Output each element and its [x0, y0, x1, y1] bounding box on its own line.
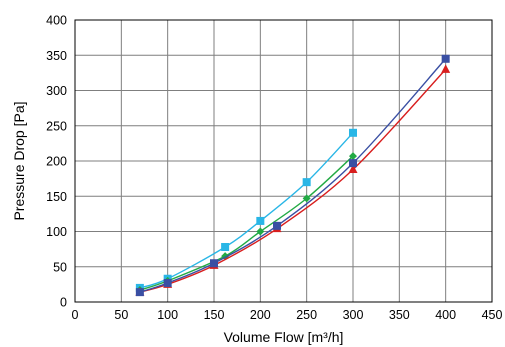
- data-point: [273, 221, 282, 230]
- series-line: [139, 155, 354, 291]
- x-tick-label: 100: [157, 308, 178, 322]
- x-tick-label: 450: [482, 308, 503, 322]
- y-tick-label: 200: [46, 155, 67, 169]
- y-tick-label: 150: [46, 190, 67, 204]
- data-point: [349, 152, 357, 161]
- y-tick-label: 400: [46, 14, 67, 28]
- x-tick-label: 0: [72, 308, 79, 322]
- data-point: [210, 259, 218, 268]
- x-tick-label: 300: [343, 308, 364, 322]
- y-axis-title: Pressure Drop [Pa]: [11, 101, 27, 220]
- y-tick-label: 50: [53, 260, 67, 274]
- data-point: [302, 178, 311, 187]
- series-2: [135, 152, 357, 295]
- y-tick-label: 300: [46, 84, 67, 98]
- x-tick-label: 350: [389, 308, 410, 322]
- y-tick-label: 100: [46, 225, 67, 239]
- grid: [74, 19, 493, 303]
- data-point: [441, 64, 451, 73]
- series-line: [139, 132, 354, 289]
- x-tick-label: 150: [204, 308, 225, 322]
- x-tick-label: 400: [435, 308, 456, 322]
- data-point: [349, 128, 357, 137]
- x-tick-label: 200: [250, 308, 271, 322]
- data-point: [302, 194, 311, 203]
- x-tick-labels: 0 50 100 150 200 250 300 350 400 450: [72, 308, 503, 322]
- y-tick-label: 350: [46, 49, 67, 63]
- series-3: [135, 64, 451, 296]
- data-point: [135, 288, 144, 297]
- data-point: [163, 278, 172, 287]
- x-tick-label: 250: [296, 308, 317, 322]
- series-1: [135, 128, 357, 292]
- y-tick-label: 0: [60, 296, 67, 310]
- data-point: [221, 243, 230, 252]
- series-4: [135, 54, 450, 297]
- plot-frame: [74, 19, 493, 303]
- data-point: [441, 54, 450, 63]
- series-group: [135, 54, 451, 297]
- x-tick-label: 50: [114, 308, 128, 322]
- data-point: [348, 164, 358, 173]
- y-tick-label: 250: [46, 119, 67, 133]
- data-point: [349, 159, 357, 168]
- data-point: [256, 216, 265, 225]
- x-axis-title: Volume Flow [m³/h]: [224, 329, 344, 345]
- data-point: [256, 227, 265, 236]
- y-tick-labels: 0 50 100 150 200 250 300 350 400: [46, 14, 67, 310]
